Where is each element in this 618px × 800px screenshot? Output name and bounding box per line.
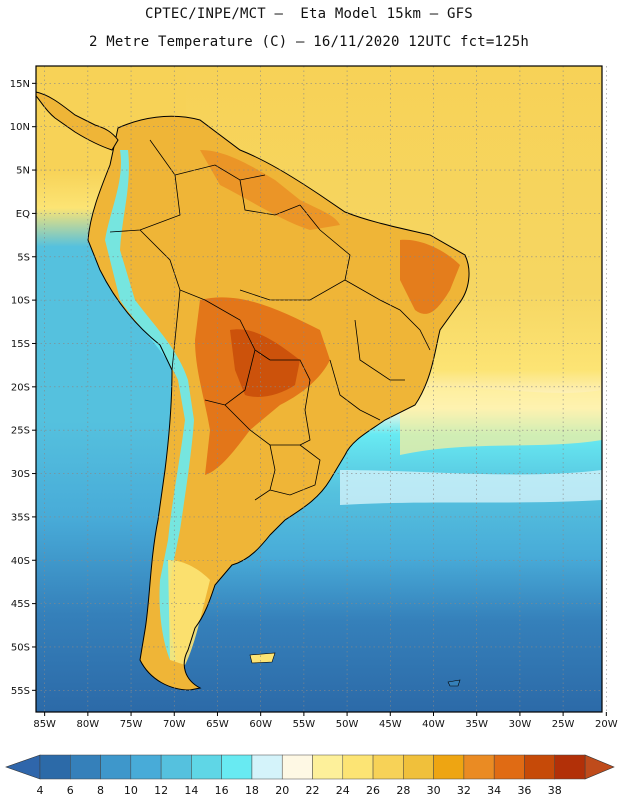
colorbar-label: 18 (245, 784, 259, 797)
map-field (36, 66, 602, 712)
lat-tick-label: 25S (11, 426, 30, 437)
lon-tick-label: 35W (465, 719, 488, 730)
lat-tick-label: 10N (10, 122, 30, 133)
lon-tick-label: 75W (120, 719, 143, 730)
lon-tick-label: 50W (336, 719, 359, 730)
cool-transition-band (340, 470, 602, 505)
colorbar-label: 28 (396, 784, 410, 797)
lat-tick-label: EQ (16, 209, 30, 220)
colorbar-low-arrow (5, 754, 41, 780)
map-axes: 15N 10N 5N EQ 5S 10S 15S 20S 25S 30S 35S 40S 45S 50S 5… (10, 79, 618, 730)
south-georgia-island (447, 679, 461, 687)
colorbar-label: 6 (67, 784, 74, 797)
colorbar-label: 34 (487, 784, 501, 797)
colorbar-label: 12 (154, 784, 168, 797)
colorbar-label: 14 (184, 784, 198, 797)
colorbar-swatch (221, 754, 253, 780)
lat-tick-label: 55S (11, 686, 30, 697)
map-title-line-1: CPTEC/INPE/MCT – Eta Model 15km – GFS (145, 6, 473, 22)
lat-tick-label: 30S (11, 469, 30, 480)
lon-tick-label: 80W (77, 719, 100, 730)
colorbar-swatch (251, 754, 283, 780)
colorbar-swatch (70, 754, 101, 780)
colorbar-label: 4 (37, 784, 44, 797)
lat-tick-label: 20S (11, 382, 30, 393)
colorbar-label: 10 (124, 784, 138, 797)
lon-tick-label: 65W (206, 719, 229, 730)
lat-tick-label: 50S (11, 642, 30, 653)
colorbar-label: 22 (306, 784, 320, 797)
colorbar-label: 32 (457, 784, 471, 797)
lon-tick-label: 30W (509, 719, 532, 730)
lat-tick-label: 40S (11, 556, 30, 567)
colorbar-label: 30 (427, 784, 441, 797)
lon-tick-label: 55W (293, 719, 316, 730)
colorbar-swatch (39, 754, 71, 780)
lat-tick-label: 15N (10, 79, 30, 90)
colorbar-swatch (433, 754, 465, 780)
colorbar-swatch (100, 754, 132, 780)
central-america-coast (36, 91, 119, 151)
colorbar-label: 26 (366, 784, 380, 797)
colorbar-swatch (160, 754, 192, 780)
colorbar-swatch (372, 754, 404, 780)
lon-tick-label: 45W (379, 719, 402, 730)
lon-tick-label: 20W (595, 719, 618, 730)
subtropical-warm-band (400, 387, 602, 455)
patagonia-cool-zone (168, 560, 210, 665)
colorbar-label: 38 (548, 784, 562, 797)
colorbar-label: 36 (517, 784, 531, 797)
lon-tick-label: 40W (422, 719, 445, 730)
andes-cold-strip (105, 150, 194, 660)
colorbar-swatch (554, 754, 586, 780)
lat-tick-label: 35S (11, 512, 30, 523)
lon-tick-label: 70W (163, 719, 186, 730)
map-frame (35, 65, 603, 713)
lon-tick-label: 85W (33, 719, 56, 730)
falkland-islands (249, 652, 276, 664)
map-title-line-2: 2 Metre Temperature (C) – 16/11/2020 12U… (88, 34, 530, 50)
colorbar-swatch (342, 754, 374, 780)
lon-tick-label: 60W (249, 719, 272, 730)
lat-tick-label: 45S (11, 599, 30, 610)
colorbar-swatch (524, 754, 555, 780)
colorbar-label: 8 (97, 784, 104, 797)
colorbar-swatch (191, 754, 222, 780)
colorbar-label: 20 (275, 784, 289, 797)
colorbar-label: 24 (336, 784, 350, 797)
lat-tick-label: 5S (17, 252, 30, 263)
hot-northeast-zone (400, 239, 460, 314)
colorbar-high-arrow (584, 754, 615, 780)
lat-tick-label: 15S (11, 339, 30, 350)
lat-tick-label: 5N (16, 166, 30, 177)
colorbar-swatch (312, 754, 344, 780)
colorbar-swatch (463, 754, 495, 780)
colorbar-swatch (493, 754, 525, 780)
colorbar-swatch (403, 754, 434, 780)
lon-tick-label: 25W (552, 719, 575, 730)
colorbar-swatch (281, 754, 313, 780)
temperature-colorbar: 4 6 8 10 12 14 16 18 20 22 24 26 28 30 32 34 36 38 (5, 754, 615, 797)
colorbar-label: 16 (215, 784, 229, 797)
colorbar-swatch (130, 754, 162, 780)
lat-tick-label: 10S (11, 296, 30, 307)
coastline (87, 115, 470, 691)
